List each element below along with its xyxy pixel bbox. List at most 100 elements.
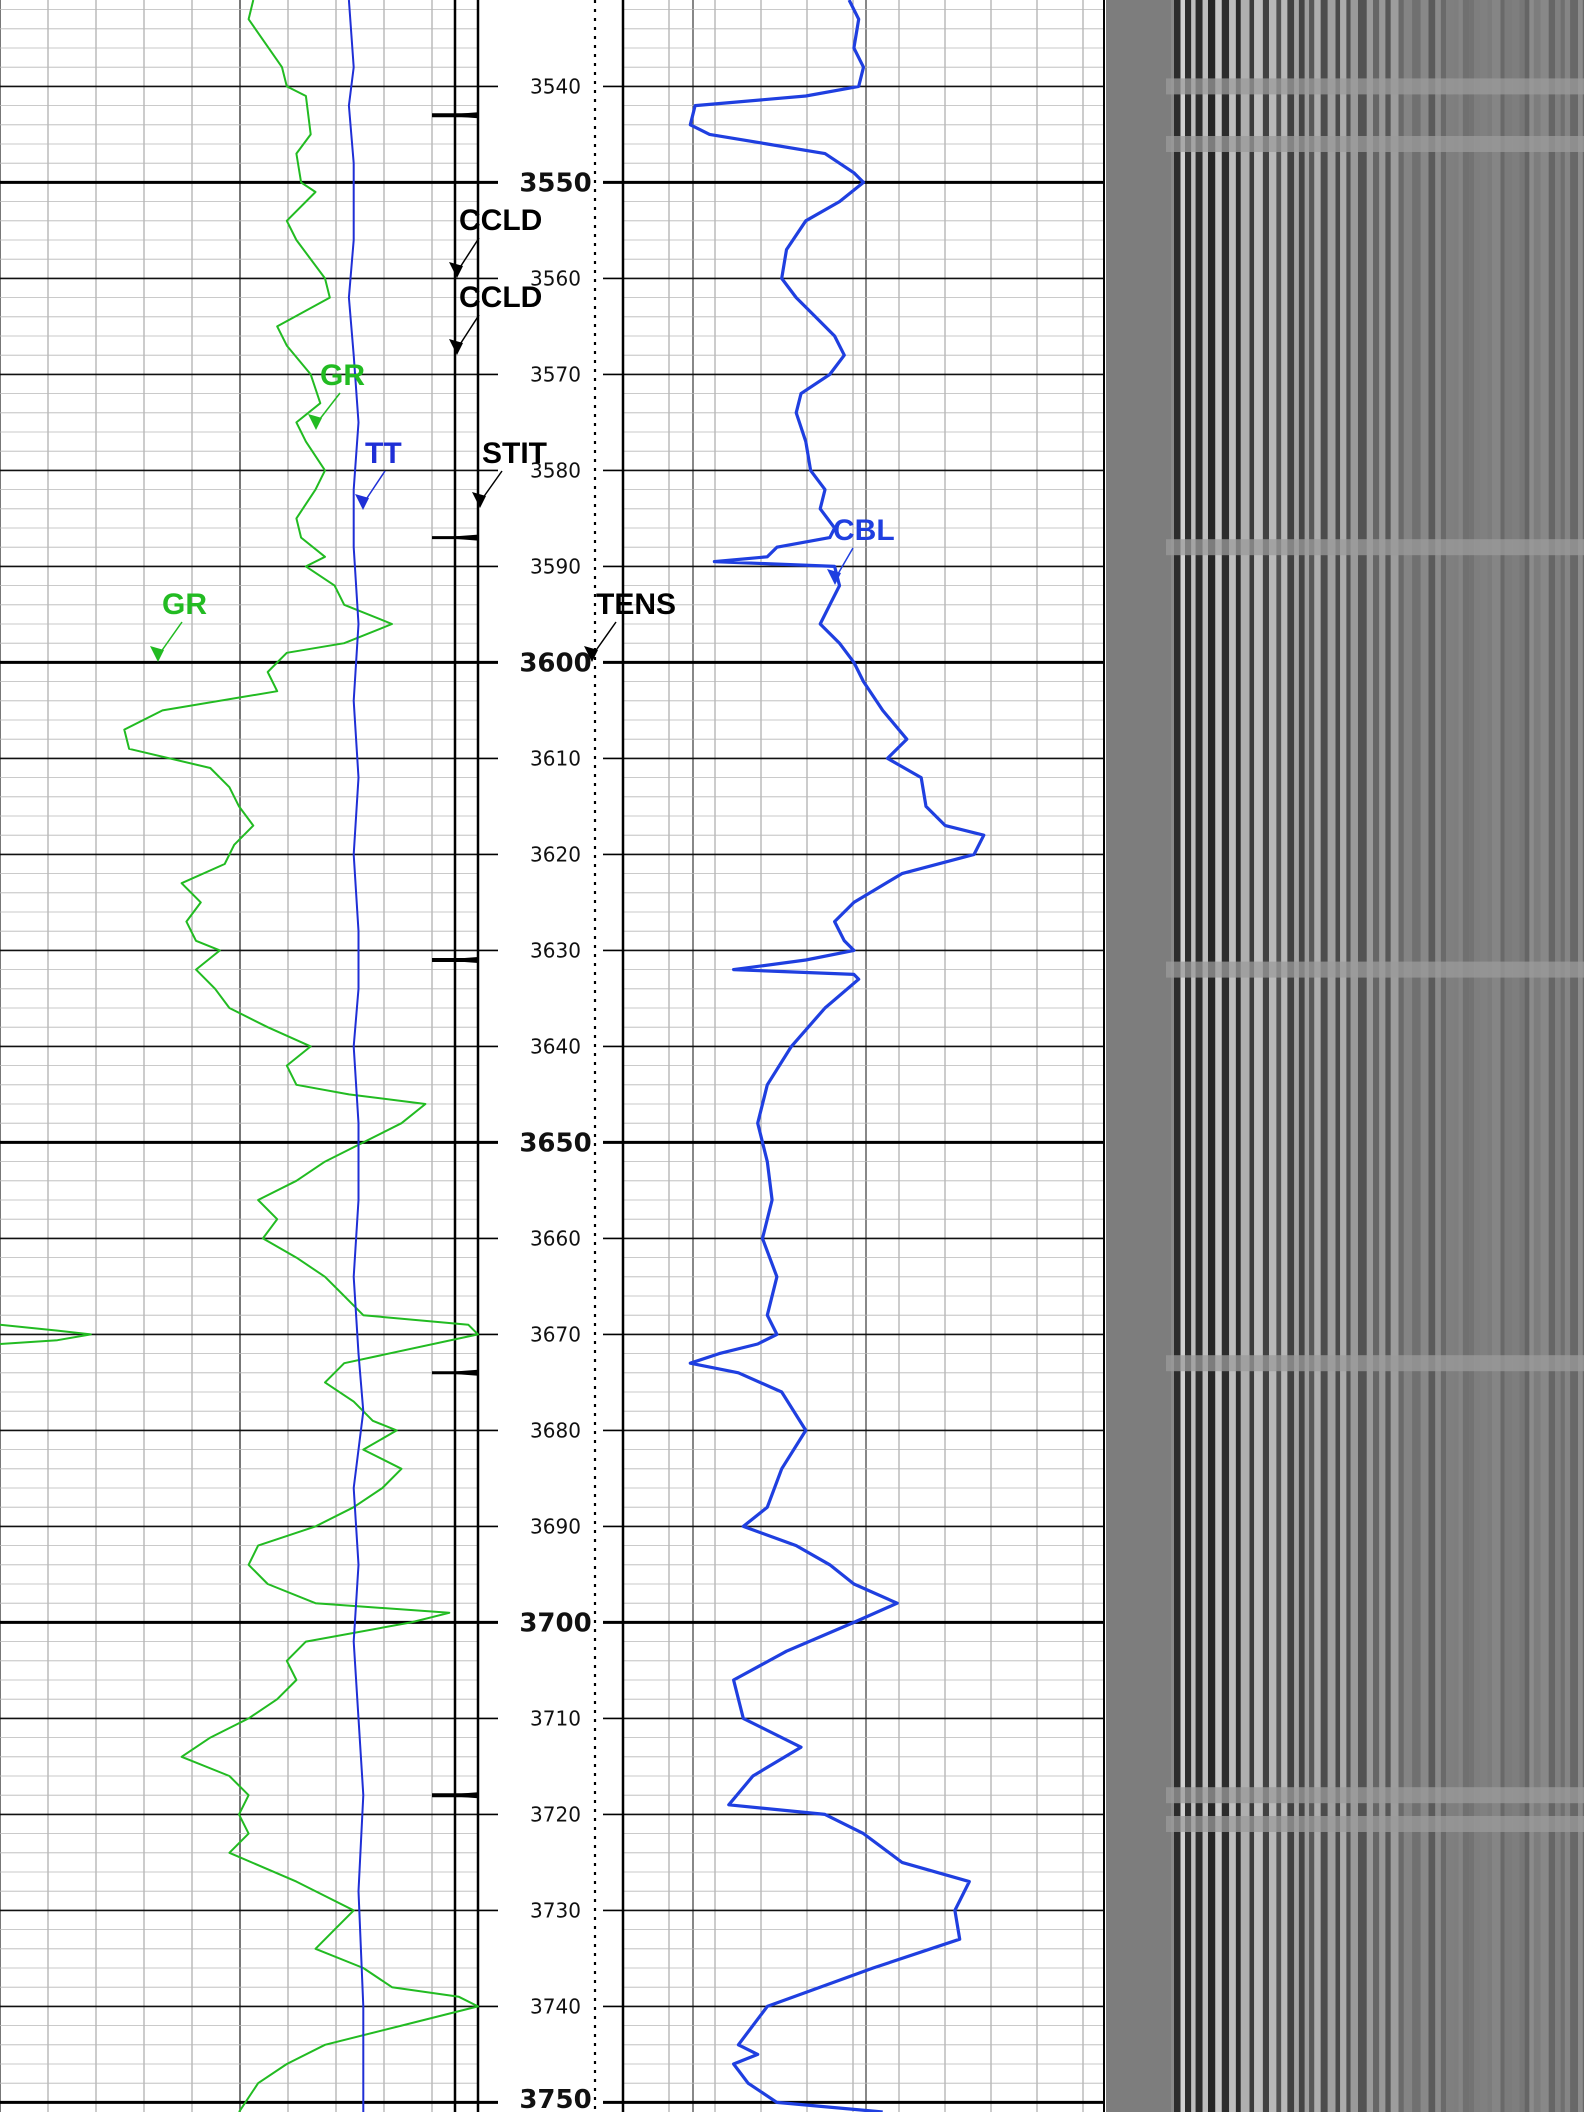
depth-label-minor: 3710: [530, 1706, 581, 1730]
depth-label-minor: 3660: [530, 1226, 581, 1250]
vdl-stripe: [1570, 0, 1579, 2112]
vdl-stripe: [1446, 0, 1454, 2112]
vdl-collar-band: [1166, 78, 1584, 95]
vdl-stripe: [1504, 0, 1513, 2112]
vdl-stripe: [1229, 0, 1236, 2112]
depth-label-major: 3550: [519, 168, 591, 198]
vdl-stripe: [1560, 0, 1565, 2112]
depth-label-minor: 3590: [530, 554, 581, 578]
vdl-stripe: [1276, 0, 1282, 2112]
annotation-label-gr: GR: [320, 359, 365, 392]
vdl-stripe: [1346, 0, 1351, 2112]
vdl-stripe: [1269, 0, 1277, 2112]
vdl-collar-band: [1166, 136, 1584, 152]
vdl-stripe: [1555, 0, 1561, 2112]
vdl-stripe: [1540, 0, 1549, 2112]
vdl-stripe: [1512, 0, 1520, 2112]
annotation-arrowhead: [308, 414, 322, 430]
vdl-stripe: [1529, 0, 1534, 2112]
depth-label-minor: 3630: [530, 938, 581, 962]
vdl-stripe: [1519, 0, 1525, 2112]
vdl-stripe: [1524, 0, 1530, 2112]
curve-cbl: [688, 0, 986, 2112]
vdl-stripe: [1335, 0, 1341, 2112]
depth-label-minor: 3560: [530, 266, 581, 290]
depth-label-major: 3600: [519, 648, 591, 678]
vdl-stripe: [1420, 0, 1429, 2112]
vdl-stripe: [1458, 0, 1463, 2112]
vdl-stripe: [1215, 0, 1222, 2112]
annotation-label-ccld: CCLD: [459, 204, 542, 237]
annotation-arrowhead: [150, 646, 164, 662]
vdl-stripe: [1469, 0, 1475, 2112]
vdl-collar-band: [1166, 1816, 1584, 1832]
depth-label-minor: 3670: [530, 1322, 581, 1346]
vdl-stripe: [1403, 0, 1413, 2112]
vdl-stripe: [1358, 0, 1367, 2112]
vdl-stripe: [1435, 0, 1441, 2112]
curve-gr-wrap: [0, 1323, 92, 1345]
vdl-stripe: [1208, 0, 1216, 2112]
curve-layer: [0, 0, 986, 2112]
annotation-label-stit: STIT: [482, 437, 547, 470]
vdl-stripe: [1309, 0, 1315, 2112]
vdl-stripe: [1379, 0, 1386, 2112]
annotation-arrowhead: [355, 494, 369, 510]
depth-label-minor: 3680: [530, 1418, 581, 1442]
vdl-stripe: [1287, 0, 1295, 2112]
vdl-stripe: [1195, 0, 1203, 2112]
ccl-collar-marks: [432, 112, 478, 1799]
depth-label-minor: 3730: [530, 1898, 581, 1922]
depth-label-minor: 3690: [530, 1514, 581, 1538]
vdl-stripe: [1327, 0, 1336, 2112]
vdl-stripe: [1281, 0, 1288, 2112]
depth-track: 3540 3560 3570 3580 3590 3610 3620 3630 3640 3660…: [519, 74, 591, 2112]
vdl-stripe: [1582, 0, 1584, 2112]
annotation-label-ccld: CCLD: [459, 281, 542, 314]
vdl-stripe: [1480, 0, 1488, 2112]
vdl-stripe: [1191, 0, 1196, 2112]
vdl-stripe: [1564, 0, 1571, 2112]
vdl-stripe: [1398, 0, 1404, 2112]
depth-label-minor: 3640: [530, 1034, 581, 1058]
vdl-stripe: [1174, 0, 1181, 2112]
vdl-stripe: [1390, 0, 1399, 2112]
vdl-stripe: [1487, 0, 1492, 2112]
vdl-stripe: [1320, 0, 1328, 2112]
curve-gr: [123, 0, 479, 2112]
annotation-label-gr: GR: [162, 588, 207, 621]
vdl-stripe: [1453, 0, 1459, 2112]
vdl-stripe: [1533, 0, 1541, 2112]
vdl-stripe: [1221, 0, 1230, 2112]
annotation-label-tt: TT: [365, 437, 402, 470]
vdl-stripe: [1350, 0, 1358, 2112]
depth-label-major: 3750: [519, 2085, 591, 2112]
vdl-stripe: [1373, 0, 1380, 2112]
vdl-stripe: [1412, 0, 1421, 2112]
vdl-stripe: [1314, 0, 1321, 2112]
depth-label-minor: 3610: [530, 746, 581, 770]
vdl-stripe: [1366, 0, 1373, 2112]
annotation-arrowhead: [449, 262, 463, 278]
depth-label-minor: 3570: [530, 362, 581, 386]
vdl-stripe: [1249, 0, 1255, 2112]
vdl-stripe: [1500, 0, 1505, 2112]
annotation-arrowhead: [827, 569, 841, 585]
depth-label-minor: 3740: [530, 1994, 581, 2018]
depth-label-minor: 3540: [530, 74, 581, 98]
grid-layer: [0, 0, 1105, 2112]
vdl-stripe: [1492, 0, 1501, 2112]
vdl-collar-band: [1166, 961, 1584, 978]
vdl-stripe: [1578, 0, 1583, 2112]
depth-label-major: 3650: [519, 1128, 591, 1158]
vdl-collar-band: [1166, 1787, 1584, 1804]
annotation-arrowhead: [472, 492, 486, 508]
vdl-early-zone: [1106, 0, 1171, 2112]
vdl-stripe: [1262, 0, 1269, 2112]
vdl-stripe: [1304, 0, 1310, 2112]
depth-label-minor: 3580: [530, 458, 581, 482]
vdl-collar-band: [1166, 1355, 1584, 1372]
annotation-layer: CCLD CCLD GR TT STIT CBL GR TENS: [150, 204, 895, 662]
vdl-stripe: [1202, 0, 1208, 2112]
